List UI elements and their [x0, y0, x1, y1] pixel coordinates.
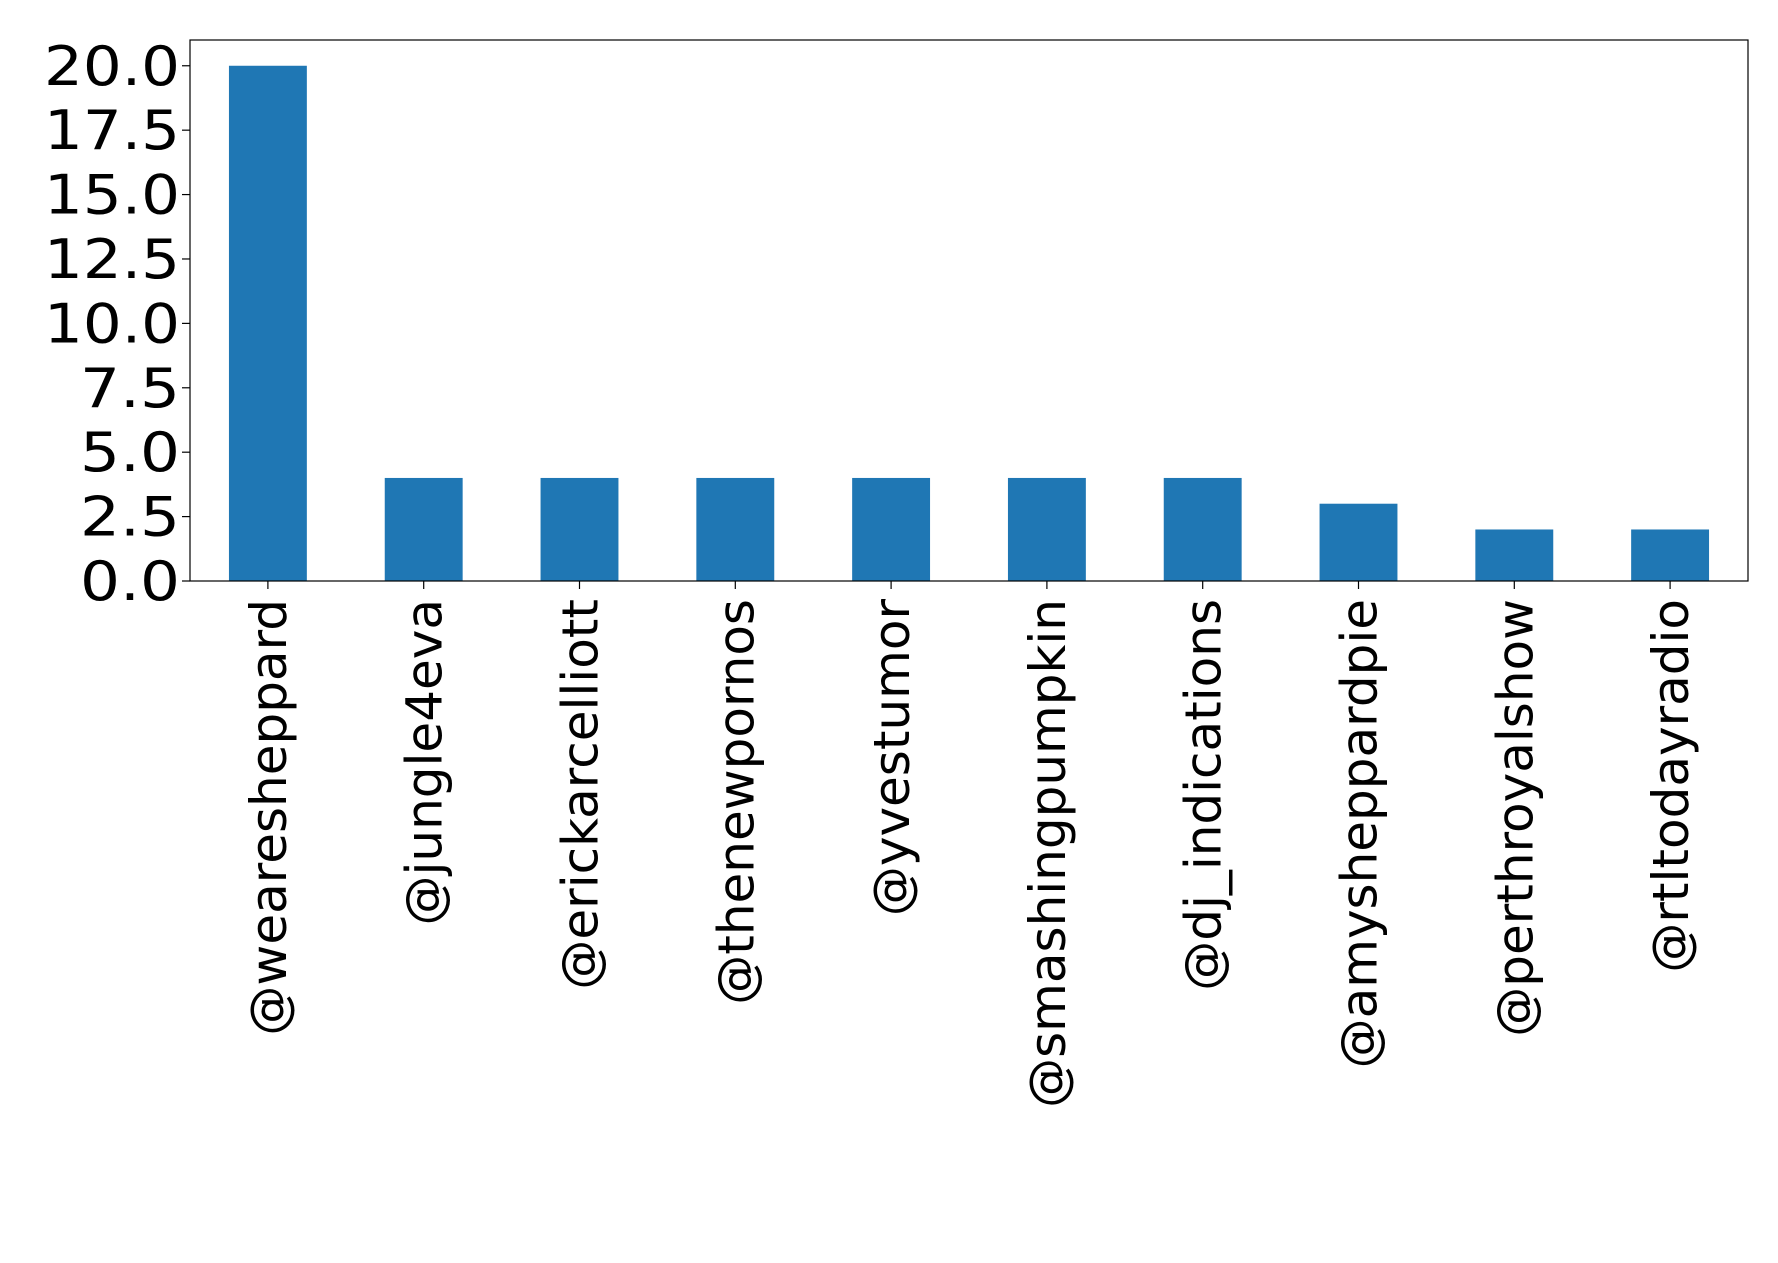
x-tick-label: @perthroyalshow — [1486, 599, 1544, 1037]
x-tick-label: @dj_indications — [1175, 599, 1233, 991]
y-tick-label: 17.5 — [44, 99, 180, 162]
plot-frame — [189, 39, 1749, 582]
bar — [540, 477, 619, 581]
bar — [384, 477, 463, 581]
y-tick-label: 7.5 — [80, 357, 180, 420]
x-tick-label: @wearesheppard — [240, 599, 298, 1036]
bar — [228, 65, 307, 581]
x-tick-label: @yvestumor — [863, 599, 921, 917]
bar — [1631, 529, 1710, 581]
bar — [1007, 477, 1086, 581]
bar — [1319, 503, 1398, 581]
bar — [696, 477, 775, 581]
x-tick-label: @jungle4eva — [396, 599, 454, 925]
y-tick-label: 5.0 — [80, 421, 180, 484]
y-tick-label: 15.0 — [44, 164, 180, 227]
bar — [852, 477, 931, 581]
bar — [1163, 477, 1242, 581]
y-tick-label: 10.0 — [44, 292, 180, 355]
x-tick-label: @thenewpornos — [707, 599, 765, 1005]
x-tick-label: @rtltodayradio — [1642, 599, 1700, 973]
y-tick-label: 0.0 — [80, 550, 180, 613]
y-tick-label: 2.5 — [80, 486, 180, 549]
x-tick-label: @smashingpumpkin — [1019, 599, 1077, 1108]
y-tick-label: 12.5 — [44, 228, 180, 291]
y-tick-label: 20.0 — [44, 35, 180, 98]
x-tick-label: @amysheppardpie — [1331, 599, 1389, 1068]
bar — [1475, 529, 1554, 581]
x-tick-label: @erickarcelliott — [552, 599, 610, 990]
